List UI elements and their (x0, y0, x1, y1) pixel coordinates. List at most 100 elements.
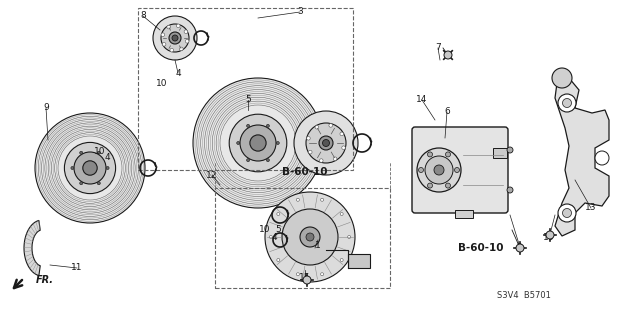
Circle shape (425, 156, 453, 184)
Circle shape (417, 148, 461, 192)
Circle shape (303, 276, 311, 284)
Circle shape (428, 152, 433, 157)
Circle shape (172, 35, 178, 41)
Circle shape (83, 161, 97, 175)
Circle shape (269, 235, 273, 239)
Circle shape (71, 167, 74, 169)
Bar (493, 148, 507, 158)
Circle shape (445, 183, 451, 188)
Text: 1: 1 (315, 241, 321, 249)
Circle shape (97, 151, 100, 154)
Text: 8: 8 (140, 11, 146, 20)
Circle shape (277, 212, 280, 216)
Circle shape (35, 113, 145, 223)
Circle shape (419, 167, 424, 173)
Circle shape (319, 136, 333, 150)
Circle shape (329, 124, 333, 127)
Text: 13: 13 (585, 204, 596, 212)
Circle shape (80, 182, 83, 185)
Circle shape (595, 151, 609, 165)
Circle shape (277, 258, 280, 262)
Text: 4: 4 (104, 153, 110, 162)
Circle shape (237, 142, 240, 145)
Circle shape (294, 111, 358, 175)
Text: 10: 10 (94, 147, 106, 157)
Circle shape (300, 227, 320, 247)
Circle shape (306, 123, 346, 163)
Text: 4: 4 (175, 69, 181, 78)
Text: 2: 2 (516, 243, 522, 253)
Circle shape (265, 192, 355, 282)
Text: 9: 9 (43, 103, 49, 113)
Circle shape (348, 235, 351, 239)
Circle shape (321, 198, 324, 201)
Text: 6: 6 (444, 108, 450, 116)
Circle shape (74, 152, 106, 184)
Text: S3V4  B5701: S3V4 B5701 (497, 291, 551, 300)
Text: 15: 15 (300, 272, 311, 281)
Circle shape (296, 198, 300, 201)
Text: 4: 4 (271, 233, 277, 241)
Circle shape (184, 30, 188, 33)
Bar (455, 210, 473, 218)
Text: 14: 14 (416, 95, 428, 105)
Circle shape (186, 40, 189, 43)
Circle shape (323, 139, 330, 146)
Circle shape (558, 94, 576, 112)
Circle shape (340, 132, 344, 136)
Circle shape (153, 16, 197, 60)
Text: 12: 12 (206, 170, 218, 180)
Circle shape (321, 273, 324, 276)
Circle shape (558, 204, 576, 222)
Circle shape (445, 152, 451, 157)
Circle shape (434, 165, 444, 175)
Circle shape (161, 33, 164, 37)
Bar (138, 8, 353, 170)
Circle shape (282, 209, 338, 265)
Circle shape (342, 146, 346, 150)
Circle shape (276, 142, 279, 145)
Circle shape (179, 47, 183, 51)
Circle shape (306, 233, 314, 241)
Circle shape (563, 99, 572, 108)
Circle shape (177, 24, 180, 28)
Circle shape (516, 244, 524, 252)
Circle shape (106, 167, 109, 169)
Circle shape (167, 25, 170, 29)
Circle shape (97, 182, 100, 185)
Circle shape (65, 142, 116, 194)
Circle shape (340, 212, 343, 216)
Circle shape (163, 42, 166, 46)
Circle shape (170, 48, 173, 52)
Circle shape (552, 68, 572, 88)
Text: B-60-10: B-60-10 (458, 243, 504, 253)
Text: 5: 5 (245, 95, 251, 105)
Circle shape (507, 147, 513, 153)
Circle shape (80, 151, 83, 154)
Circle shape (246, 159, 250, 162)
Circle shape (296, 273, 300, 276)
Text: 5: 5 (275, 226, 281, 234)
Circle shape (161, 24, 189, 52)
Circle shape (308, 150, 312, 154)
Circle shape (507, 187, 513, 193)
Text: FR.: FR. (36, 275, 54, 285)
Polygon shape (555, 78, 609, 236)
Text: 10: 10 (156, 79, 168, 88)
FancyBboxPatch shape (412, 127, 508, 213)
Circle shape (454, 167, 460, 173)
Bar (348, 254, 370, 268)
Polygon shape (24, 220, 40, 276)
Circle shape (266, 159, 269, 162)
Text: 16: 16 (543, 234, 555, 242)
Circle shape (229, 114, 287, 172)
Circle shape (333, 157, 337, 160)
Circle shape (307, 137, 310, 140)
Circle shape (240, 125, 276, 161)
Text: 10: 10 (259, 226, 271, 234)
Circle shape (250, 135, 266, 151)
Circle shape (315, 125, 319, 129)
Text: 3: 3 (297, 8, 303, 17)
Text: B-60-10: B-60-10 (282, 167, 328, 177)
Circle shape (444, 51, 452, 59)
